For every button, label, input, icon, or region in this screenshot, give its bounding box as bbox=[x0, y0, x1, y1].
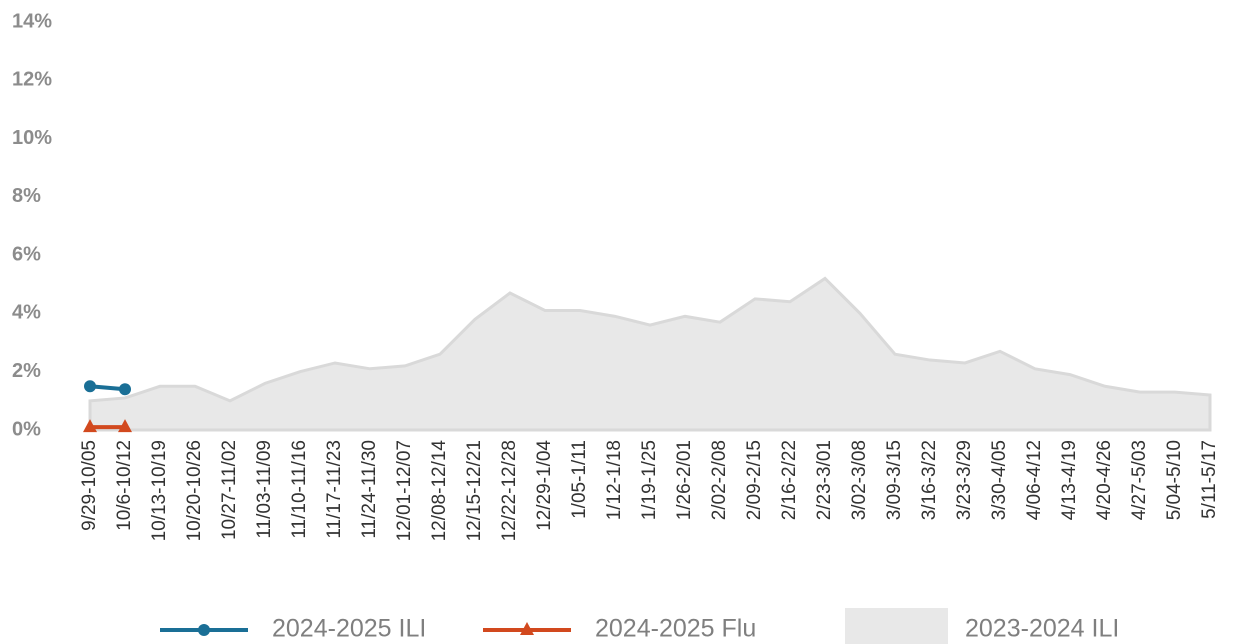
legend-item: 2024-2025 Flu bbox=[483, 615, 756, 643]
y-tick-label: 0% bbox=[12, 418, 41, 440]
x-tick-label: 11/03-11/09 bbox=[254, 440, 275, 539]
x-tick-label: 10/13-10/19 bbox=[149, 440, 170, 541]
x-tick-label: 5/11-5/17 bbox=[1199, 440, 1220, 519]
marker bbox=[84, 380, 96, 393]
x-tick-label: 3/09-3/15 bbox=[884, 440, 905, 520]
y-tick-label: 10% bbox=[12, 127, 52, 149]
x-tick-label: 12/29-1/04 bbox=[534, 440, 555, 531]
area bbox=[88, 276, 1212, 432]
x-tick-label: 1/05-1/11 bbox=[569, 440, 590, 519]
x-tick-label: 3/30-4/05 bbox=[989, 440, 1010, 520]
y-tick-label: 2% bbox=[12, 360, 41, 382]
x-tick-label: 12/08-12/14 bbox=[429, 440, 450, 542]
x-tick-label: 3/16-3/22 bbox=[919, 440, 940, 520]
x-tick-label: 12/22-12/28 bbox=[499, 440, 520, 541]
legend-label: 2024-2025 ILI bbox=[272, 615, 426, 643]
x-tick-label: 2/16-2/22 bbox=[779, 440, 800, 520]
x-tick-label: 11/24-11/30 bbox=[359, 440, 380, 539]
y-tick-label: 4% bbox=[12, 302, 41, 324]
legend-marker bbox=[520, 622, 534, 635]
x-tick-label: 11/17-11/23 bbox=[324, 440, 345, 539]
legend-item: 2024-2025 ILI bbox=[160, 615, 426, 643]
y-tick-label: 8% bbox=[12, 185, 41, 207]
marker bbox=[118, 419, 132, 433]
x-tick-label: 9/29-10/05 bbox=[79, 440, 100, 531]
x-tick-label: 2/23-3/01 bbox=[814, 440, 835, 520]
legend-item: 2023-2024 ILI bbox=[845, 608, 1119, 644]
legend-label: 2023-2024 ILI bbox=[965, 615, 1119, 643]
x-tick-label: 3/23-3/29 bbox=[954, 440, 975, 520]
legend-marker bbox=[198, 624, 210, 636]
y-tick-label: 14% bbox=[12, 10, 52, 32]
x-tick-label: 4/27-5/03 bbox=[1129, 440, 1150, 520]
x-tick-label: 12/15-12/21 bbox=[464, 440, 485, 541]
x-tick-label: 2/02-2/08 bbox=[709, 440, 730, 520]
y-tick-label: 6% bbox=[12, 243, 41, 265]
x-tick-label: 1/19-1/25 bbox=[639, 440, 660, 520]
x-tick-label: 10/6-10/12 bbox=[114, 440, 135, 531]
x-tick-label: 5/04-5/10 bbox=[1164, 440, 1185, 520]
x-tick-label: 1/26-2/01 bbox=[674, 440, 695, 520]
x-tick-label: 11/10-11/16 bbox=[289, 440, 310, 539]
y-tick-label: 12% bbox=[12, 69, 52, 91]
x-tick-label: 4/13-4/19 bbox=[1059, 440, 1080, 520]
x-tick-label: 10/20-10/26 bbox=[184, 440, 205, 541]
x-tick-label: 4/20-4/26 bbox=[1094, 440, 1115, 520]
x-tick-label: 1/12-1/18 bbox=[604, 440, 625, 520]
legend-label: 2024-2025 Flu bbox=[595, 615, 756, 643]
x-tick-label: 3/02-3/08 bbox=[849, 440, 870, 520]
x-tick-label: 12/01-12/07 bbox=[394, 440, 415, 541]
x-tick-label: 2/09-2/15 bbox=[744, 440, 765, 520]
marker bbox=[83, 419, 97, 433]
marker bbox=[119, 383, 131, 396]
legend-swatch bbox=[845, 608, 948, 644]
x-tick-label: 10/27-11/02 bbox=[219, 440, 240, 540]
x-tick-label: 4/06-4/12 bbox=[1024, 440, 1045, 520]
